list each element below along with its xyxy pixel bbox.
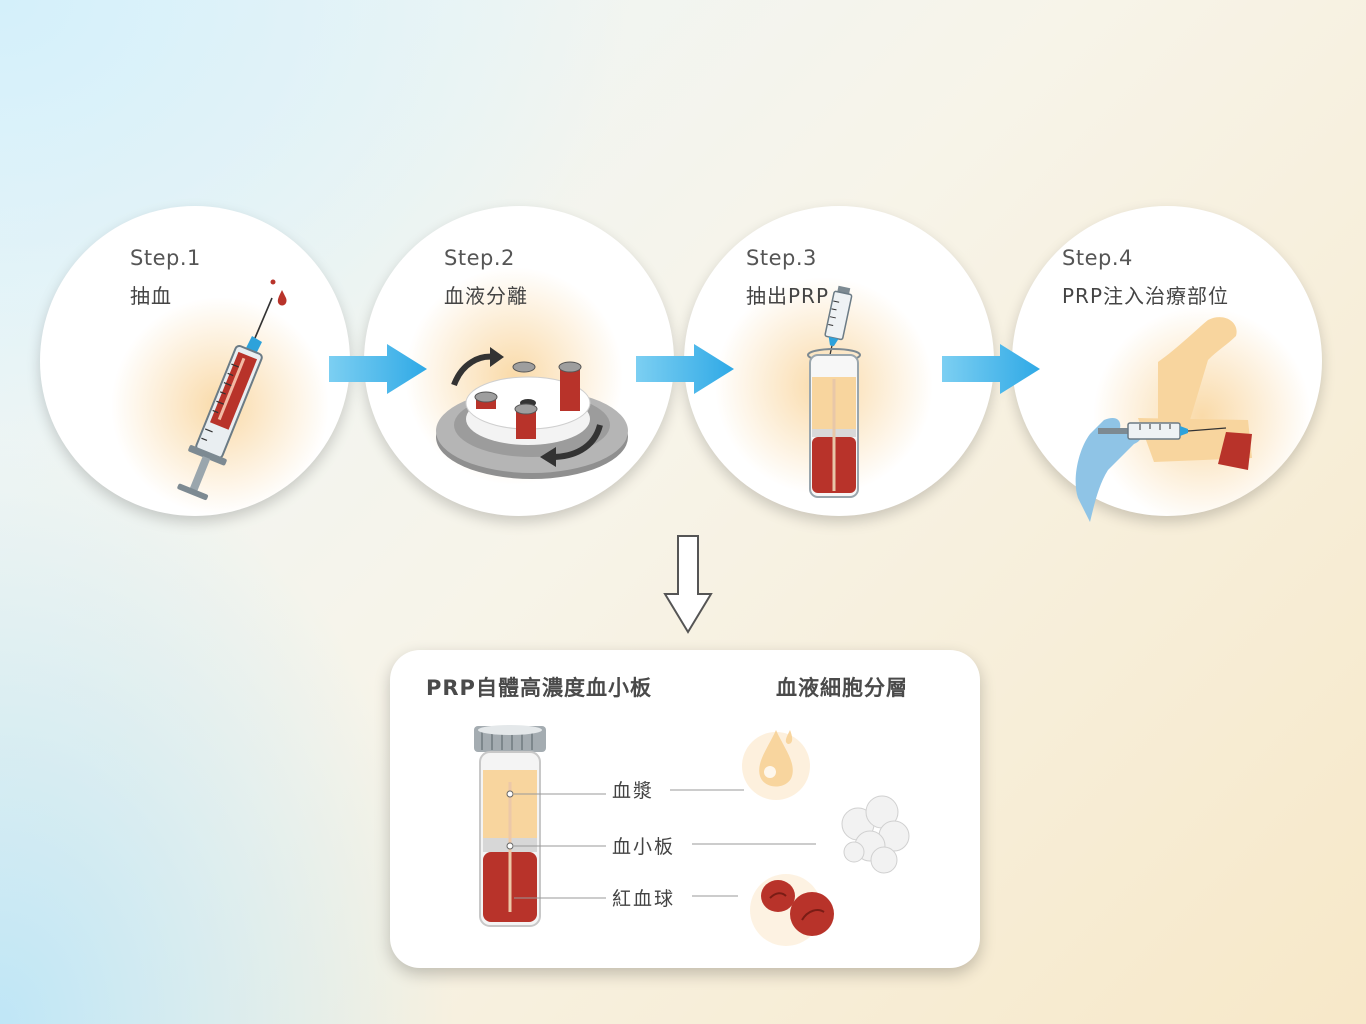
plasma-drop-icon [742, 730, 810, 800]
step-4-subtitle: PRP注入治療部位 [1062, 284, 1230, 308]
centrifuge-tube [474, 391, 498, 409]
arrow-right-icon [329, 344, 427, 394]
syringe-icon [177, 279, 287, 501]
panel-left-heading: PRP自體高濃度血小板 [426, 676, 652, 700]
centrifuge-tube [558, 361, 582, 411]
layer-label-platelet: 血小板 [612, 836, 676, 858]
step-4-title: Step.4 [1062, 246, 1133, 270]
layer-connector-lines [514, 789, 816, 899]
tube-syringe-icon [807, 285, 861, 498]
arrow-down-icon [663, 535, 713, 634]
step-4-circle [1012, 206, 1322, 516]
platelet-cluster-icon [841, 795, 910, 874]
step-1-title: Step.1 [130, 246, 201, 270]
centrifuge-tube [514, 403, 538, 439]
red-blood-cell-icon [750, 874, 834, 946]
step-1-subtitle: 抽血 [130, 284, 172, 308]
step-2-subtitle: 血液分離 [444, 284, 528, 308]
panel-right-heading: 血液細胞分層 [776, 676, 908, 700]
arrow-right-icon [942, 344, 1040, 394]
step-3-title: Step.3 [746, 246, 817, 270]
step-2-title: Step.2 [444, 246, 515, 270]
step-3-subtitle: 抽出PRP [746, 284, 830, 308]
layer-label-rbc: 紅血球 [612, 888, 676, 910]
step-1-circle [40, 206, 350, 516]
layer-label-plasma: 血漿 [612, 780, 655, 802]
injection-arm-icon [1075, 317, 1252, 522]
detail-panel: PRP自體高濃度血小板 血液細胞分層 血漿 血小板 紅血球 [390, 650, 980, 968]
centrifuge-icon [436, 347, 628, 479]
prp-tube-icon [474, 725, 546, 927]
arrow-right-icon [636, 344, 734, 394]
